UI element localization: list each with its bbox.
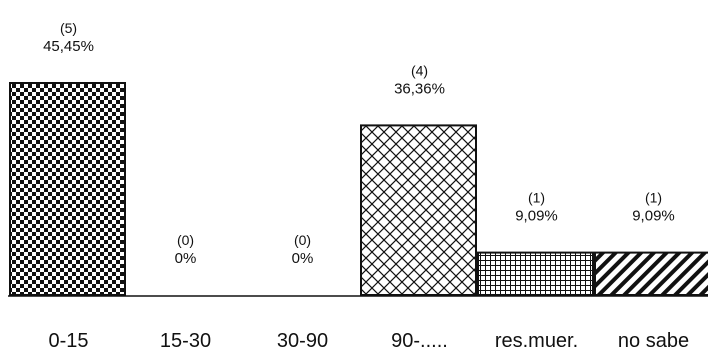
category-label-0: 0-15 <box>48 330 88 352</box>
value-label-5: 9,09% <box>632 208 675 225</box>
category-label-4: res.muer. <box>495 330 578 352</box>
category-label-3: 90-..... <box>391 330 448 352</box>
count-label-3: (4) <box>411 62 428 78</box>
category-label-2: 30-90 <box>277 330 328 352</box>
count-label-5: (1) <box>645 190 662 206</box>
value-label-1: 0% <box>175 250 197 267</box>
bar-4 <box>477 251 594 297</box>
value-label-4: 9,09% <box>515 208 558 225</box>
count-label-2: (0) <box>294 232 311 248</box>
category-label-1: 15-30 <box>160 330 211 352</box>
count-label-0: (5) <box>60 20 77 36</box>
value-label-2: 0% <box>292 250 314 267</box>
value-label-0: 45,45% <box>43 38 94 55</box>
bar-5 <box>594 251 708 297</box>
count-label-4: (1) <box>528 190 545 206</box>
value-label-3: 36,36% <box>394 80 445 97</box>
bar-3 <box>360 124 477 297</box>
category-label-5: no sabe <box>618 330 689 352</box>
bar-0 <box>9 82 126 296</box>
count-label-1: (0) <box>177 232 194 248</box>
